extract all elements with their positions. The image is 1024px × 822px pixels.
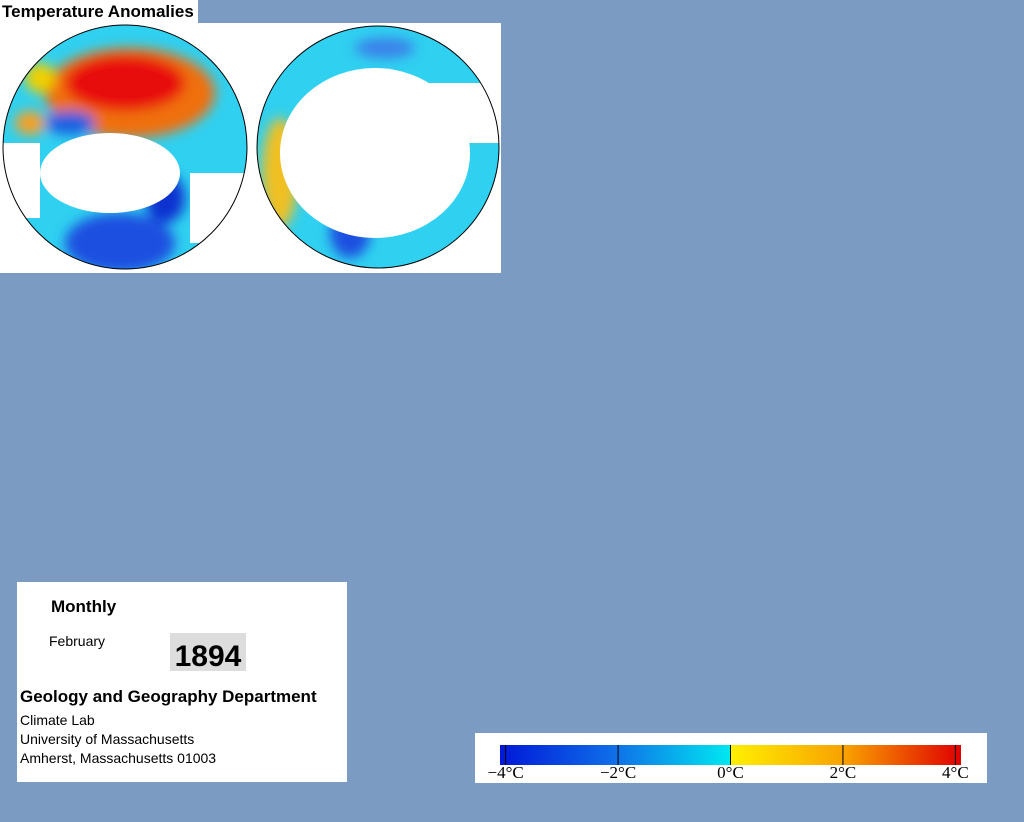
month: February [49, 633, 106, 649]
north-hemisphere [3, 25, 247, 269]
title: Temperature Anomalies [0, 0, 198, 23]
info-panel: Monthly February 1894 Geology and Geogra… [17, 582, 347, 782]
tick-label: −2°C [600, 763, 636, 782]
info-line: University of Massachusetts [20, 731, 195, 747]
year: 1894 [170, 633, 246, 673]
tick-label: 2°C [830, 763, 857, 782]
tick-label: −4°C [488, 763, 524, 782]
department: Geology and Geography Department [20, 687, 317, 706]
tick-label: 4°C [942, 763, 969, 782]
info-line: Climate Lab [20, 712, 95, 728]
heading: Monthly [51, 597, 117, 616]
maps [0, 23, 501, 273]
south-hemisphere [257, 26, 499, 268]
tick-label: 0°C [717, 763, 744, 782]
colorbar: −4°C −2°C 0°C 2°C 4°C [475, 733, 987, 783]
info-line: Amherst, Massachusetts 01003 [20, 750, 217, 766]
